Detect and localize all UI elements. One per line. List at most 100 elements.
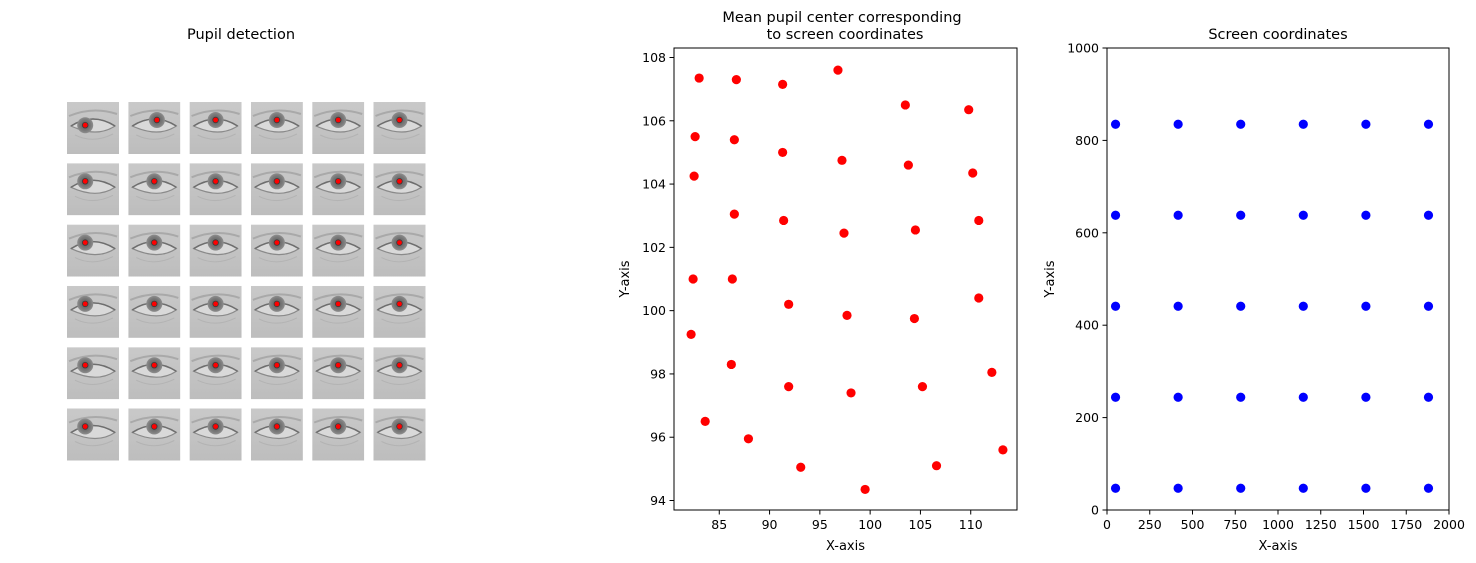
pupil-marker	[154, 117, 160, 123]
pupil-marker	[213, 240, 218, 245]
eye-image	[373, 285, 426, 338]
data-point	[839, 228, 849, 238]
plot-area	[673, 47, 1018, 511]
eye-image	[250, 224, 303, 277]
data-point	[987, 367, 997, 377]
x-tick-label: 1000	[1262, 517, 1294, 532]
y-tick-label: 108	[642, 50, 666, 65]
data-point	[931, 461, 942, 471]
data-point	[974, 293, 984, 303]
data-point	[1361, 119, 1371, 129]
data-point	[1423, 119, 1434, 129]
x-axis-label: X-axis	[1259, 539, 1298, 554]
pupil-marker	[397, 301, 402, 307]
eye-image	[373, 347, 426, 400]
data-point	[1236, 392, 1246, 402]
data-point	[910, 225, 921, 235]
pupil-marker	[335, 301, 341, 307]
eye-image	[250, 163, 303, 216]
pupil-marker	[274, 178, 280, 184]
data-point	[1110, 210, 1121, 220]
data-point	[1423, 210, 1434, 220]
y-tick-label: 1000	[1067, 41, 1099, 56]
eye-image	[189, 347, 242, 400]
pupil-marker	[213, 117, 218, 123]
pupil-marker	[82, 122, 88, 128]
x-tick-label: 1500	[1348, 517, 1380, 532]
eye-image	[128, 347, 181, 400]
eye-image	[128, 224, 181, 277]
pupil-marker	[274, 240, 280, 245]
data-point	[1298, 210, 1308, 220]
pupil-marker	[274, 424, 280, 429]
data-point	[1236, 210, 1246, 220]
pupil-marker	[213, 362, 218, 368]
x-tick-label: 500	[1181, 517, 1205, 532]
eye-image-grid	[67, 102, 426, 461]
eye-image	[312, 285, 365, 338]
x-tick-label: 110	[959, 517, 983, 532]
x-tick-label: 2000	[1433, 517, 1465, 532]
data-point	[784, 381, 794, 392]
y-tick-label: 400	[1075, 318, 1099, 333]
pupil-marker	[335, 424, 341, 429]
data-point	[689, 171, 699, 181]
pupil-marker	[397, 117, 402, 123]
pupil-marker	[151, 240, 157, 245]
data-point	[729, 135, 739, 145]
pupil-marker	[151, 178, 157, 184]
eye-image	[250, 285, 303, 338]
data-point	[778, 147, 788, 158]
data-point	[784, 299, 794, 309]
data-point	[690, 132, 700, 142]
panel3-title: Screen coordinates	[1208, 27, 1347, 43]
pupil-marker	[213, 178, 218, 184]
eye-image	[312, 163, 365, 216]
pupil-marker	[82, 362, 88, 368]
pupil-marker	[82, 301, 88, 307]
pupil-marker	[151, 362, 157, 368]
data-point	[1173, 210, 1183, 220]
data-point	[778, 79, 788, 89]
data-point	[700, 416, 710, 426]
pupil-marker	[274, 362, 280, 368]
data-point	[1361, 483, 1371, 493]
data-point	[1298, 301, 1308, 311]
screen-coordinates-chart: Screen coordinates 0 250 500 750 1000 1250 150…	[1043, 27, 1465, 554]
data-point	[1361, 301, 1371, 311]
data-point	[1110, 119, 1121, 129]
data-point	[731, 75, 741, 85]
eye-image	[189, 408, 242, 461]
data-point	[1298, 119, 1308, 129]
data-point	[900, 100, 910, 110]
data-point	[1361, 392, 1371, 402]
x-tick-label: 85	[711, 517, 727, 532]
pupil-marker	[151, 424, 157, 429]
eye-image	[312, 102, 365, 154]
eye-image	[67, 285, 119, 338]
data-point	[1110, 483, 1121, 493]
data-point	[729, 209, 739, 219]
y-tick-label: 100	[642, 303, 666, 318]
data-point	[1298, 483, 1308, 493]
pupil-marker	[335, 362, 341, 368]
eye-image	[312, 408, 365, 461]
eye-image	[250, 347, 303, 400]
eye-image	[67, 347, 119, 400]
eye-image	[128, 163, 181, 216]
data-point	[903, 160, 913, 170]
data-point	[846, 388, 856, 398]
x-tick-label: 95	[812, 517, 828, 532]
x-tick-label: 250	[1138, 517, 1162, 532]
pupil-marker	[82, 240, 88, 245]
pupil-marker	[274, 301, 280, 307]
eye-image	[67, 102, 119, 154]
pupil-marker	[335, 178, 341, 184]
y-tick-label: 96	[650, 430, 666, 445]
data-point	[837, 155, 847, 165]
data-point	[727, 274, 737, 284]
y-axis-label: Y-axis	[618, 260, 633, 298]
eye-image	[67, 163, 119, 216]
eye-image	[189, 224, 242, 277]
eye-image	[128, 408, 181, 461]
